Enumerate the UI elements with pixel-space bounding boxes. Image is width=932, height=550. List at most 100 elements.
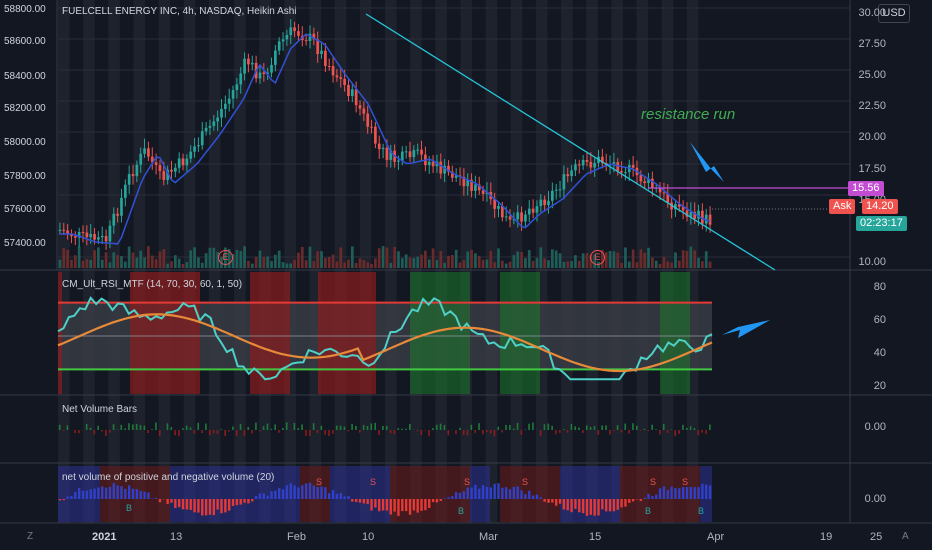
candle-body: [116, 213, 119, 216]
volume-bar: [324, 257, 327, 268]
left-axis-tick: 57400.00: [4, 238, 46, 249]
volume-bar: [331, 254, 335, 268]
left-axis-tick: 58400.00: [4, 71, 46, 82]
candle-body: [143, 148, 146, 154]
pos-neg-volume-bar: [239, 499, 242, 505]
volume-bar: [266, 256, 270, 268]
candle-body: [462, 176, 466, 187]
empty-future-area: [712, 0, 850, 523]
volume-bar: [377, 248, 381, 268]
net-volume-bar: [374, 422, 376, 430]
volume-bar: [347, 259, 350, 268]
net-volume-bar: [605, 425, 607, 430]
candle-body: [173, 167, 177, 172]
volume-bar: [612, 251, 616, 268]
pos-neg-volume-bar: [447, 497, 450, 499]
time-axis-label: 19: [820, 531, 833, 543]
pos-neg-volume-bar: [351, 499, 354, 502]
currency-button[interactable]: USD: [878, 4, 910, 23]
volume-bar: [443, 262, 446, 268]
volume-bar: [108, 262, 112, 268]
volume-bar: [162, 249, 166, 268]
net-volume-bar: [397, 428, 400, 430]
volume-bar: [297, 252, 300, 268]
candle-body: [312, 33, 316, 40]
net-volume-bar: [493, 430, 496, 437]
rsi-overbought-zone: [318, 272, 376, 394]
earnings-marker[interactable]: E: [590, 250, 605, 265]
candle-body: [662, 192, 666, 194]
volume-bar: [566, 261, 570, 268]
candle-body: [220, 108, 223, 118]
symbol-title[interactable]: FUELCELL ENERGY INC, 4h, NASDAQ, Heikin …: [62, 6, 297, 17]
corner-button-right[interactable]: A: [902, 531, 909, 542]
pos-neg-volume-bar: [624, 499, 627, 507]
pos-neg-volume-bar: [689, 486, 693, 499]
net-volume-bar: [485, 430, 488, 433]
volume-bar: [689, 246, 693, 268]
candle-body: [512, 219, 516, 221]
net-volume-bar: [328, 430, 330, 437]
pos-neg-volume-title[interactable]: net volume of positive and negative volu…: [62, 472, 275, 483]
net-volume-bar: [624, 423, 627, 430]
volume-bar: [135, 257, 139, 268]
net-volume-bar: [685, 427, 688, 430]
volume-bar: [173, 255, 177, 268]
net-volume-bar: [239, 423, 242, 430]
candle-body: [193, 146, 196, 152]
candle-body: [431, 161, 435, 167]
volume-bar: [208, 247, 212, 268]
volume-bar: [327, 256, 331, 268]
pos-neg-volume-bar: [166, 499, 169, 505]
volume-bar: [66, 249, 69, 268]
price-axis-tick: 22.50: [858, 100, 886, 112]
candle-body: [158, 165, 162, 172]
candle-body: [474, 184, 477, 191]
net-volume-bar: [78, 430, 80, 434]
net-volume-bar: [101, 430, 103, 432]
background-stripe: [309, 0, 322, 523]
pos-neg-volume-bar: [581, 499, 585, 514]
heikin-ashi-candles: [58, 19, 712, 250]
net-volume-bar: [509, 424, 511, 430]
pos-neg-volume-bar: [466, 487, 469, 499]
price-axis-tick: 25.00: [858, 69, 886, 81]
volume-bar: [404, 254, 408, 268]
pos-neg-volume-bar: [543, 499, 546, 502]
pos-neg-volume-bar: [247, 499, 250, 504]
volume-bar: [285, 263, 289, 268]
net-volume-bar: [201, 430, 203, 434]
candle-body: [520, 212, 523, 222]
corner-button-left[interactable]: Z: [27, 531, 34, 542]
net-volume-title[interactable]: Net Volume Bars: [62, 404, 138, 415]
candle-body: [470, 179, 473, 191]
pos-neg-volume-bar: [304, 483, 308, 499]
candle-body: [281, 39, 285, 42]
pos-neg-volume-bar: [681, 486, 685, 499]
candle-body: [250, 62, 254, 65]
left-axis-tick: 58600.00: [4, 36, 46, 47]
rsi-tick: 80: [873, 281, 886, 293]
candle-body: [327, 66, 331, 68]
volume-bar: [462, 259, 466, 268]
grid-lines: [58, 7, 850, 258]
net-volume-bar: [432, 428, 434, 430]
earnings-marker[interactable]: E: [218, 250, 233, 265]
rsi-pane-title[interactable]: CM_Ult_RSI_MTF (14, 70, 30, 60, 1, 50): [62, 279, 243, 290]
candle-body: [389, 150, 393, 160]
pos-neg-volume-bar: [293, 485, 296, 499]
pos-neg-volume-bar: [270, 491, 273, 499]
net-volume-bar: [132, 424, 134, 430]
net-volume-bar: [701, 430, 703, 433]
pos-neg-volume-bar: [324, 487, 327, 499]
net-volume-bar: [466, 430, 469, 436]
net-volume-bar: [316, 430, 319, 433]
time-axis-label: Mar: [479, 531, 498, 543]
candle-body: [277, 41, 281, 51]
volume-bar: [420, 254, 423, 268]
volume-bar: [335, 261, 339, 268]
pos-neg-volume-bar: [443, 498, 446, 499]
candle-body: [120, 197, 123, 216]
net-volume-bar: [193, 430, 196, 434]
